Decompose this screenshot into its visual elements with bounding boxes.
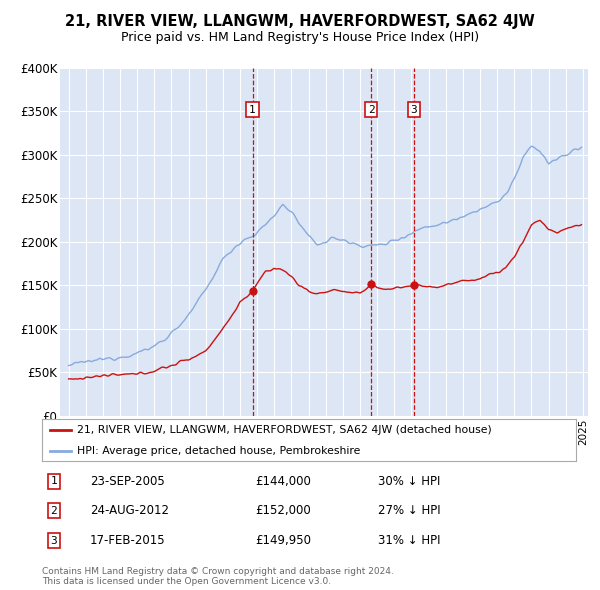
- Text: Contains HM Land Registry data © Crown copyright and database right 2024.: Contains HM Land Registry data © Crown c…: [42, 566, 394, 576]
- Text: £144,000: £144,000: [256, 474, 311, 487]
- Text: 2: 2: [50, 506, 57, 516]
- Text: Price paid vs. HM Land Registry's House Price Index (HPI): Price paid vs. HM Land Registry's House …: [121, 31, 479, 44]
- Text: HPI: Average price, detached house, Pembrokeshire: HPI: Average price, detached house, Pemb…: [77, 446, 360, 455]
- Text: 1: 1: [249, 104, 256, 114]
- Text: This data is licensed under the Open Government Licence v3.0.: This data is licensed under the Open Gov…: [42, 577, 331, 586]
- Text: £152,000: £152,000: [256, 504, 311, 517]
- Text: 24-AUG-2012: 24-AUG-2012: [90, 504, 169, 517]
- Text: 3: 3: [50, 536, 57, 546]
- Text: 2: 2: [368, 104, 374, 114]
- Text: 31% ↓ HPI: 31% ↓ HPI: [379, 535, 441, 548]
- Text: 30% ↓ HPI: 30% ↓ HPI: [379, 474, 441, 487]
- Text: 21, RIVER VIEW, LLANGWM, HAVERFORDWEST, SA62 4JW (detached house): 21, RIVER VIEW, LLANGWM, HAVERFORDWEST, …: [77, 425, 491, 435]
- Text: 3: 3: [410, 104, 417, 114]
- Text: 23-SEP-2005: 23-SEP-2005: [90, 474, 165, 487]
- Text: 21, RIVER VIEW, LLANGWM, HAVERFORDWEST, SA62 4JW: 21, RIVER VIEW, LLANGWM, HAVERFORDWEST, …: [65, 14, 535, 30]
- Text: 17-FEB-2015: 17-FEB-2015: [90, 535, 166, 548]
- Text: 27% ↓ HPI: 27% ↓ HPI: [379, 504, 441, 517]
- Text: £149,950: £149,950: [256, 535, 311, 548]
- Text: 1: 1: [50, 476, 57, 486]
